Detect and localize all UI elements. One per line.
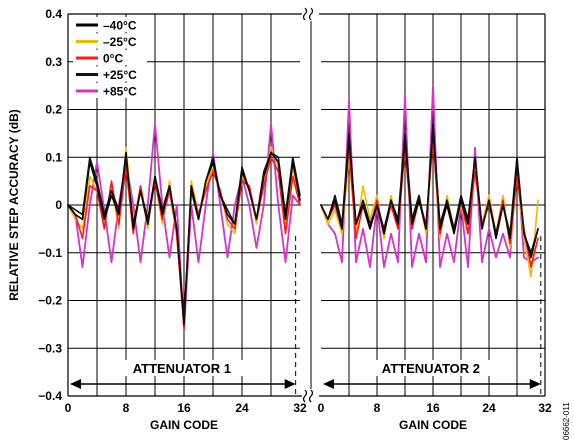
arrow-head-left <box>323 379 334 389</box>
legend-item-bg <box>73 33 147 49</box>
x-tick-label: 32 <box>538 401 552 415</box>
series-line <box>67 151 301 321</box>
annotation-label: ATTENUATOR 1 <box>133 361 231 376</box>
legend-item-bg <box>73 66 147 82</box>
x-axis-title: GAIN CODE <box>150 418 218 432</box>
y-tick-label: −0.4 <box>38 389 62 403</box>
axis-break-mark <box>302 389 308 403</box>
legend-label: +25°C <box>103 68 137 82</box>
series-layer <box>67 84 539 331</box>
figure-id: 06662-011 <box>562 402 571 440</box>
arrow-head-left <box>70 379 81 389</box>
legend-item-bg <box>73 50 147 65</box>
label-layer: 0 8 16 24 32 GAIN CODE ATTENUATOR 1 0 8 16 24 32 GAI… <box>7 7 571 440</box>
y-tick-label: −0.2 <box>38 294 62 308</box>
x-tick-label: 8 <box>123 401 130 415</box>
annotation-label-bg <box>119 360 244 376</box>
annotation-label: ATTENUATOR 2 <box>382 361 480 376</box>
arrow-head-right <box>284 379 296 389</box>
legend-label: 0°C <box>103 52 123 66</box>
y-tick-label: 0.4 <box>45 7 62 21</box>
annotation-label-bg <box>368 360 493 376</box>
y-tick-label: 0.2 <box>45 103 62 117</box>
legend-item-bg <box>73 17 147 32</box>
axis-break-mark <box>302 7 308 21</box>
x-tick-label: 32 <box>293 401 307 415</box>
x-tick-label: 24 <box>482 401 496 415</box>
x-tick-label: 16 <box>426 401 440 415</box>
x-tick-label: 0 <box>65 401 72 415</box>
x-tick-label: 0 <box>318 401 325 415</box>
y-tick-label: −0.1 <box>38 246 62 260</box>
grid-layer <box>68 14 545 396</box>
axis-break-mark <box>308 389 314 403</box>
x-tick-label: 16 <box>177 401 191 415</box>
legend: –40°C –25°C 0°C +25°C +85°C <box>73 17 147 99</box>
y-axis-title: RELATIVE STEP ACCURACY (dB) <box>7 109 21 301</box>
legend-label: –25°C <box>103 35 137 49</box>
arrow-head-right <box>529 379 541 389</box>
x-tick-label: 24 <box>235 401 249 415</box>
y-tick-label: −0.3 <box>38 341 62 355</box>
x-tick-label: 8 <box>374 401 381 415</box>
x-axis-title: GAIN CODE <box>399 418 467 432</box>
y-tick-label: 0.1 <box>45 150 62 164</box>
y-tick-label: 0 <box>55 198 62 212</box>
legend-item-bg <box>73 83 147 98</box>
axis-break-mark <box>308 7 314 21</box>
frame-layer <box>67 7 546 403</box>
y-tick-label: 0.3 <box>45 55 62 69</box>
series-line <box>320 127 539 254</box>
legend-label: +85°C <box>103 85 137 99</box>
legend-label: –40°C <box>103 19 137 33</box>
